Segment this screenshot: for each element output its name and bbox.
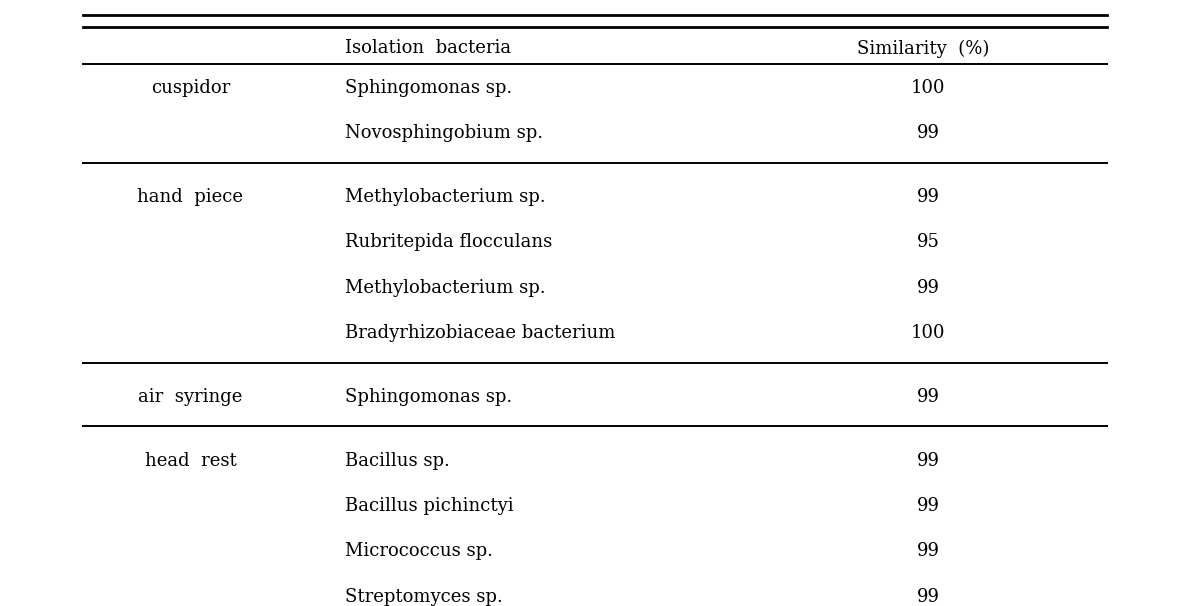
Text: 100: 100 <box>912 79 945 97</box>
Text: hand  piece: hand piece <box>137 188 244 206</box>
Text: Bacillus pichinctyi: Bacillus pichinctyi <box>345 497 514 515</box>
Text: 99: 99 <box>916 497 940 515</box>
Text: cuspidor: cuspidor <box>151 79 230 97</box>
Text: Sphingomonas sp.: Sphingomonas sp. <box>345 388 513 406</box>
Text: Sphingomonas sp.: Sphingomonas sp. <box>345 79 513 97</box>
Text: 99: 99 <box>916 279 940 297</box>
Text: Methylobacterium sp.: Methylobacterium sp. <box>345 188 546 206</box>
Text: Isolation  bacteria: Isolation bacteria <box>345 39 512 58</box>
Text: Rubritepida flocculans: Rubritepida flocculans <box>345 233 552 251</box>
Text: Similarity  (%): Similarity (%) <box>857 39 989 58</box>
Text: 100: 100 <box>912 324 945 342</box>
Text: 99: 99 <box>916 188 940 206</box>
Text: Novosphingobium sp.: Novosphingobium sp. <box>345 124 543 142</box>
Text: 99: 99 <box>916 124 940 142</box>
Text: Bradyrhizobiaceae bacterium: Bradyrhizobiaceae bacterium <box>345 324 615 342</box>
Text: 99: 99 <box>916 388 940 406</box>
Text: 99: 99 <box>916 542 940 561</box>
Text: 99: 99 <box>916 451 940 470</box>
Text: Micrococcus sp.: Micrococcus sp. <box>345 542 493 561</box>
Text: air  syringe: air syringe <box>138 388 243 406</box>
Text: Bacillus sp.: Bacillus sp. <box>345 451 450 470</box>
Text: 95: 95 <box>916 233 940 251</box>
Text: Methylobacterium sp.: Methylobacterium sp. <box>345 279 546 297</box>
Text: head  rest: head rest <box>144 451 237 470</box>
Text: Streptomyces sp.: Streptomyces sp. <box>345 588 503 606</box>
Text: 99: 99 <box>916 588 940 606</box>
